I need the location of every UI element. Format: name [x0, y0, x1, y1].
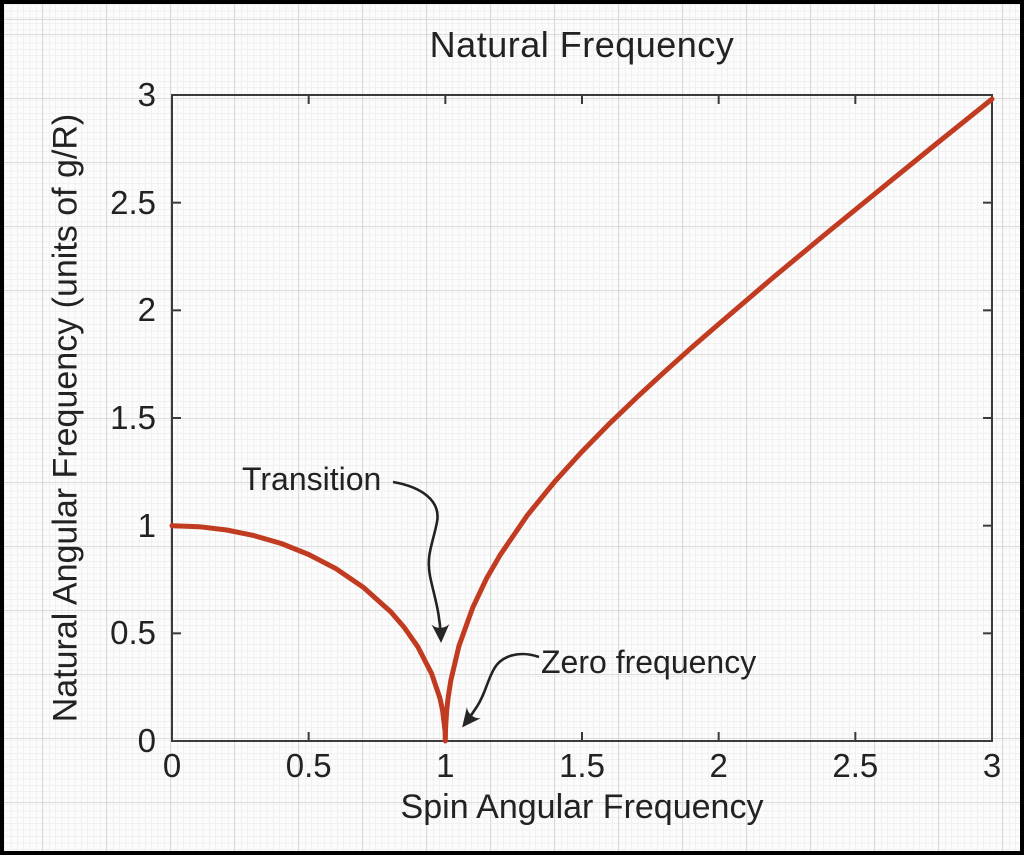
x-tick-label: 1.5: [559, 747, 605, 784]
annotation-transition: Transition: [242, 461, 382, 497]
transition-arrow: [392, 480, 450, 643]
y-tick-label: 0.5: [110, 614, 156, 652]
x-tick-label: 0: [162, 747, 182, 784]
zero-frequency-arrow: [462, 652, 540, 728]
chart-title: Natural Frequency: [429, 24, 735, 65]
y-tick-label: 1.5: [110, 399, 156, 436]
x-axis-label: Spin Angular Frequency: [400, 788, 764, 826]
annotation-zero-frequency: Zero frequency: [541, 644, 757, 680]
x-tick-label: 0.5: [285, 747, 332, 784]
y-tick-label: 1: [137, 506, 156, 544]
y-tick-label: 2: [137, 291, 156, 329]
x-tick-label: 2: [709, 747, 728, 784]
plot-area: [169, 94, 995, 744]
x-tick-label: 2.5: [832, 747, 879, 784]
axis-ticks: [171, 94, 993, 742]
x-tick-label: 1: [436, 747, 455, 784]
y-tick-label: 0: [137, 722, 156, 759]
y-tick-label: 3: [137, 76, 156, 113]
y-tick-label: 2.5: [110, 183, 156, 221]
frequency-curve: [169, 96, 995, 744]
x-tick-label: 3: [982, 747, 1002, 784]
